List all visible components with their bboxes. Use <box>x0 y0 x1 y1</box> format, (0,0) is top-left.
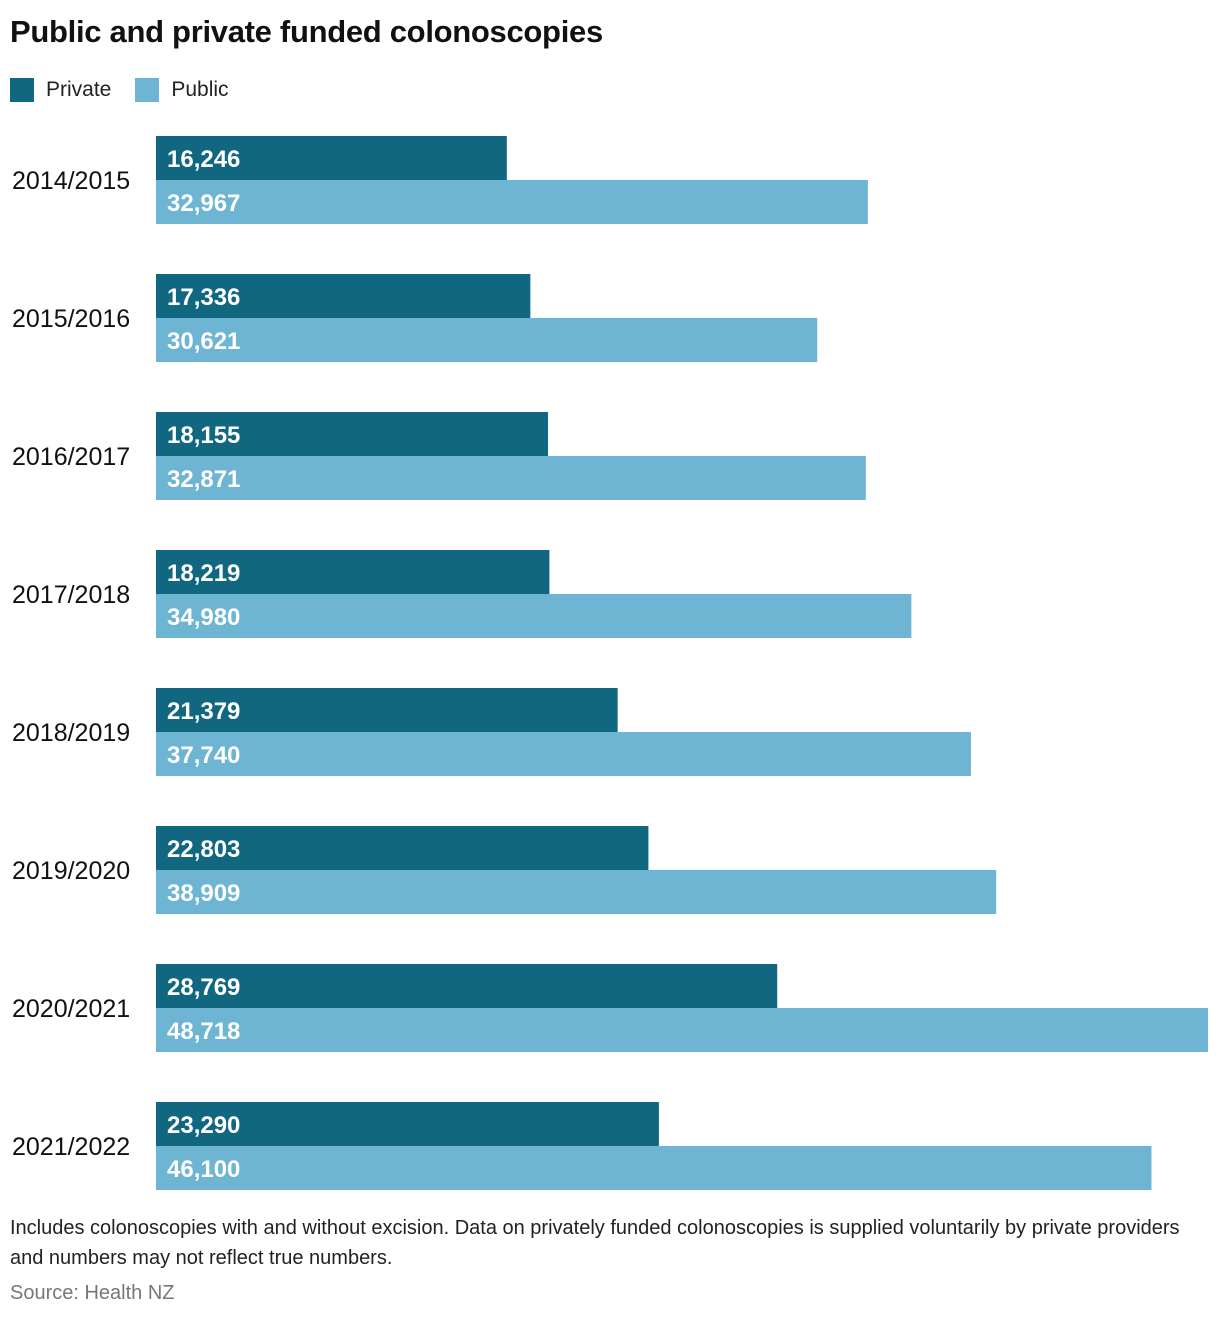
bar-private <box>156 964 778 1008</box>
data-label-public: 48,718 <box>167 1018 240 1045</box>
data-label-public: 37,740 <box>167 742 240 769</box>
legend-swatch-public <box>135 78 160 102</box>
data-label-private: 18,155 <box>167 422 240 449</box>
data-label-private: 23,290 <box>167 1112 240 1139</box>
legend-swatch-private <box>10 78 34 102</box>
chart-footnote: Includes colonoscopies with and without … <box>10 1217 1180 1269</box>
data-label-public: 30,621 <box>167 328 240 355</box>
category-label: 2015/2016 <box>12 305 130 333</box>
bar-private <box>156 1102 659 1146</box>
data-label-public: 32,967 <box>167 190 240 217</box>
bar-public <box>156 870 997 914</box>
bar-public <box>156 180 868 224</box>
category-label: 2021/2022 <box>12 1133 130 1161</box>
data-label-public: 34,980 <box>167 604 240 631</box>
data-label-private: 28,769 <box>167 974 240 1001</box>
legend-item-private: Private <box>10 78 111 102</box>
bar-private <box>156 274 531 318</box>
data-label-private: 22,803 <box>167 836 240 863</box>
bar-private <box>156 688 618 732</box>
bar-private <box>156 136 507 180</box>
bar-private <box>156 550 550 594</box>
category-label: 2014/2015 <box>12 167 130 195</box>
category-label: 2019/2020 <box>12 857 130 885</box>
chart-legend: Private Public <box>10 78 253 102</box>
chart-title: Public and private funded colonoscopies <box>10 14 603 49</box>
bar-public <box>156 1008 1208 1052</box>
category-label: 2018/2019 <box>12 719 130 747</box>
category-label: 2016/2017 <box>12 443 130 471</box>
legend-label-public: Public <box>171 78 229 101</box>
bar-private <box>156 826 649 870</box>
bar-public <box>156 318 818 362</box>
data-label-public: 38,909 <box>167 880 240 907</box>
bar-private <box>156 412 549 456</box>
category-label: 2020/2021 <box>12 995 130 1023</box>
data-label-private: 16,246 <box>167 146 240 173</box>
chart-source: Source: Health NZ <box>10 1282 175 1304</box>
legend-item-public: Public <box>135 78 229 102</box>
data-label-public: 32,871 <box>167 466 240 493</box>
bar-public <box>156 456 866 500</box>
data-label-public: 46,100 <box>167 1156 240 1183</box>
data-label-private: 17,336 <box>167 284 240 311</box>
bar-chart: 2014/2015 16,246 32,967 2015/2016 17,336 30,6… <box>12 136 1208 1190</box>
legend-label-private: Private <box>46 78 112 101</box>
bar-public <box>156 594 912 638</box>
bar-public <box>156 732 971 776</box>
data-label-private: 18,219 <box>167 560 240 587</box>
category-label: 2017/2018 <box>12 581 130 609</box>
data-label-private: 21,379 <box>167 698 240 725</box>
bar-public <box>156 1146 1152 1190</box>
